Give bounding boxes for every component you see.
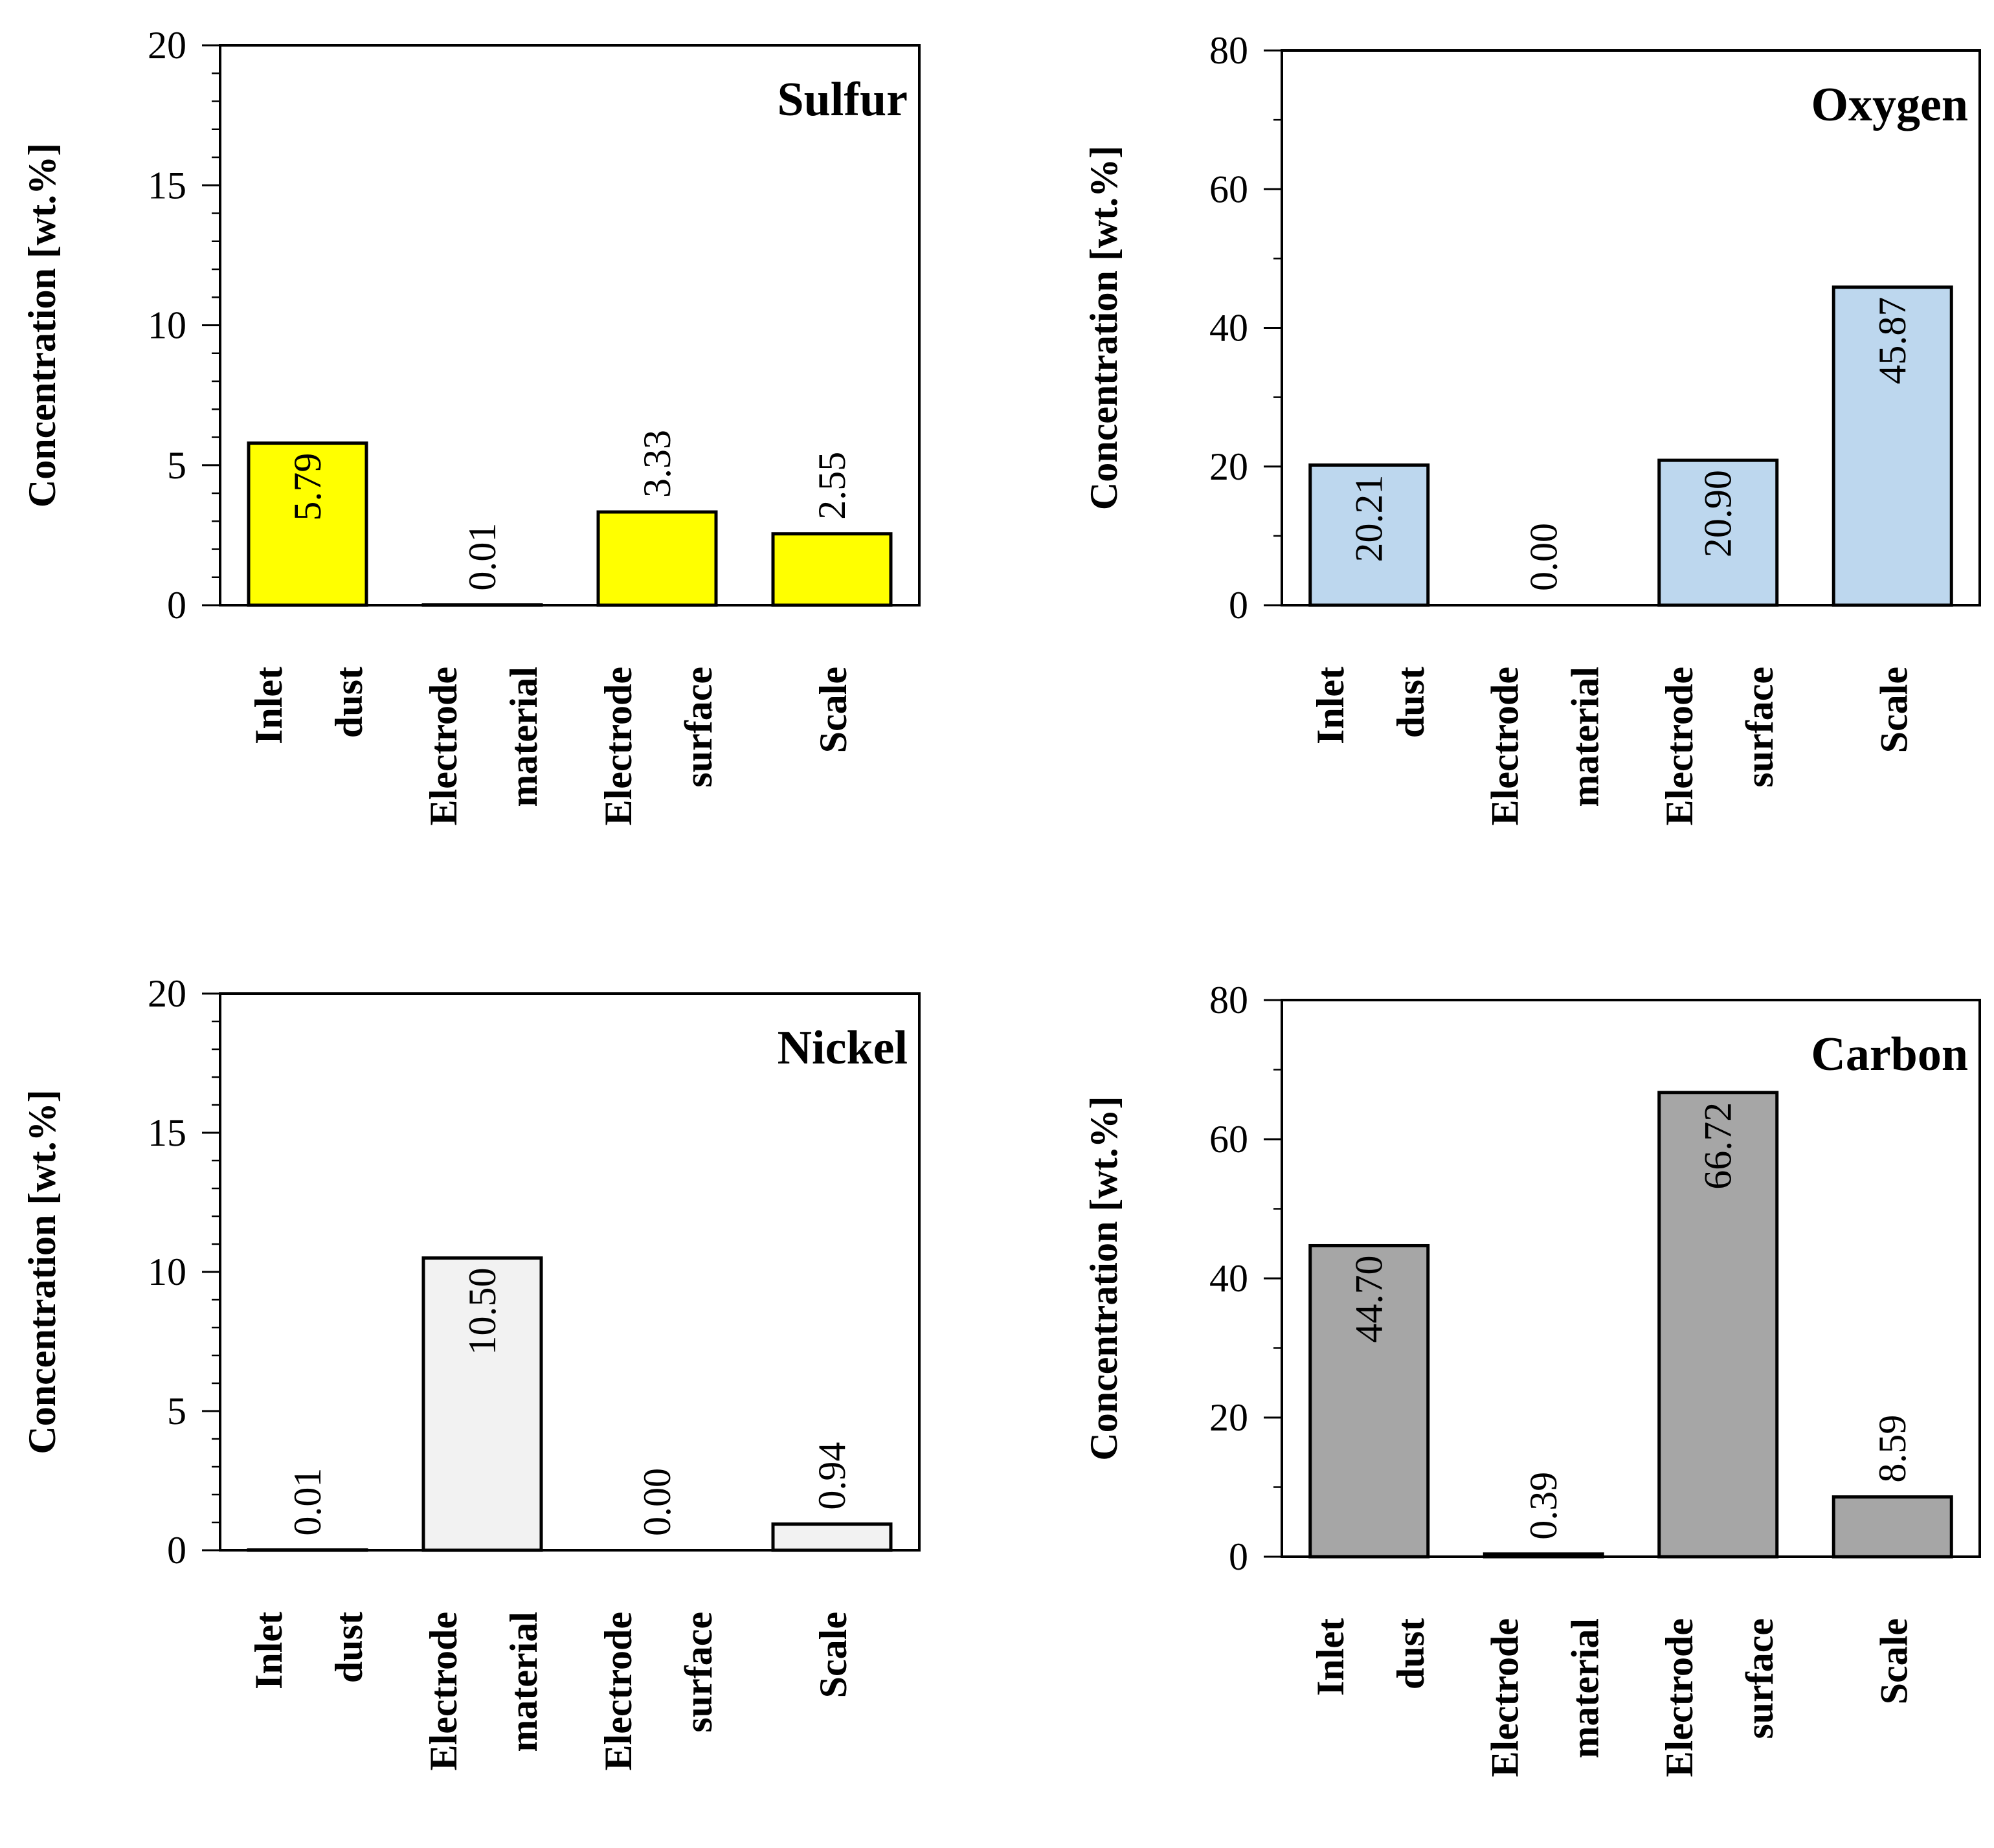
value-label: 3.33 bbox=[636, 430, 678, 498]
category-label: Electrode bbox=[1483, 1618, 1526, 1777]
category-label: surface bbox=[677, 667, 720, 788]
plot-frame bbox=[1281, 999, 1981, 1558]
category-label: Inlet bbox=[1309, 1618, 1352, 1696]
category-label: material bbox=[502, 667, 545, 807]
y-tick-label: 80 bbox=[1209, 29, 1248, 72]
category-label: Electrode bbox=[597, 667, 640, 825]
plot-frame bbox=[219, 992, 921, 1552]
plot-frame bbox=[219, 44, 921, 607]
category-label: surface bbox=[1738, 667, 1781, 788]
y-tick-label: 80 bbox=[1209, 979, 1248, 1021]
value-label: 66.72 bbox=[1697, 1102, 1740, 1190]
y-tick-label: 0 bbox=[167, 584, 186, 627]
value-label: 5.79 bbox=[286, 453, 329, 521]
category-label: Electrode bbox=[422, 667, 465, 825]
value-label: 10.50 bbox=[461, 1268, 504, 1355]
panel-carbon: 0 20 40 60 80 44.70 Inlet dust 0.39 Electrode mate… bbox=[1082, 979, 1981, 1777]
y-axis-title: Concentration [wt.%] bbox=[21, 143, 63, 507]
value-label: 20.90 bbox=[1697, 470, 1740, 557]
category-label: Inlet bbox=[247, 667, 290, 744]
value-label: 0.00 bbox=[636, 1468, 678, 1536]
category-label: material bbox=[1563, 667, 1606, 807]
category-label: material bbox=[1563, 1618, 1606, 1759]
y-tick-label: 0 bbox=[1229, 584, 1248, 627]
category-label: dust bbox=[328, 1612, 370, 1683]
value-label: 44.70 bbox=[1348, 1255, 1391, 1342]
bar-scale bbox=[771, 1522, 893, 1552]
bar-electrode-surface bbox=[1657, 458, 1779, 607]
category-label: Scale bbox=[1872, 667, 1915, 753]
panel-title: Sulfur bbox=[777, 73, 908, 126]
category-label: surface bbox=[1738, 1618, 1781, 1739]
value-label: 0.39 bbox=[1522, 1472, 1565, 1540]
value-label: 2.55 bbox=[811, 452, 853, 520]
y-tick-label: 10 bbox=[148, 1251, 186, 1293]
y-tick-label: 40 bbox=[1209, 1257, 1248, 1300]
bar-inlet-dust bbox=[1308, 1243, 1430, 1559]
category-label: Scale bbox=[812, 1612, 855, 1698]
value-label: 20.21 bbox=[1348, 475, 1391, 562]
panel-title: Oxygen bbox=[1811, 78, 1968, 131]
y-tick-label: 60 bbox=[1209, 168, 1248, 210]
category-label: Electrode bbox=[597, 1612, 640, 1770]
value-label: 0.01 bbox=[461, 523, 504, 591]
y-axis-title: Concentration [wt.%] bbox=[1082, 146, 1125, 510]
y-tick-label: 40 bbox=[1209, 307, 1248, 350]
category-label: Scale bbox=[812, 667, 855, 753]
y-tick-label: 15 bbox=[148, 164, 186, 206]
y-axis-title: Concentration [wt.%] bbox=[21, 1089, 63, 1454]
y-tick-label: 15 bbox=[148, 1111, 186, 1154]
category-label: Scale bbox=[1872, 1618, 1915, 1704]
panel-title: Carbon bbox=[1811, 1028, 1968, 1081]
panel-title: Nickel bbox=[778, 1021, 908, 1074]
y-axis-title: Concentration [wt.%] bbox=[1082, 1096, 1125, 1460]
y-tick-label: 20 bbox=[1209, 1396, 1248, 1439]
category-label: surface bbox=[677, 1612, 720, 1733]
y-tick-label: 5 bbox=[167, 444, 186, 487]
value-label: 0.01 bbox=[286, 1468, 329, 1536]
bar-scale bbox=[771, 532, 893, 607]
y-tick-label: 0 bbox=[1229, 1535, 1248, 1578]
panel-sulfur: 0 5 10 15 20 5.79 Inlet dust 0.01 Electrode materi… bbox=[21, 24, 921, 825]
y-tick-label: 20 bbox=[148, 24, 186, 67]
y-tick-label: 10 bbox=[148, 304, 186, 347]
y-tick-label: 5 bbox=[167, 1390, 186, 1432]
y-tick-label: 20 bbox=[1209, 445, 1248, 488]
value-label: 0.00 bbox=[1522, 523, 1565, 591]
category-label: Electrode bbox=[1483, 667, 1526, 825]
bar-inlet-dust bbox=[1308, 463, 1430, 607]
category-label: material bbox=[502, 1612, 545, 1752]
bar-scale bbox=[1832, 1495, 1953, 1559]
y-tick-label: 20 bbox=[148, 972, 186, 1015]
category-label: Inlet bbox=[247, 1612, 290, 1689]
category-label: Electrode bbox=[1658, 1618, 1701, 1777]
category-label: Inlet bbox=[1309, 667, 1352, 744]
panel-nickel: 0 5 10 15 20 0.01 Inlet dust 10.50 Electrode mater… bbox=[21, 972, 921, 1770]
value-label: 8.59 bbox=[1871, 1415, 1914, 1483]
y-tick-label: 60 bbox=[1209, 1118, 1248, 1161]
category-label: dust bbox=[1389, 667, 1432, 738]
category-label: dust bbox=[1389, 1618, 1432, 1689]
plot-frame bbox=[1281, 49, 1981, 607]
category-label: Electrode bbox=[1658, 667, 1701, 825]
value-label: 0.94 bbox=[811, 1442, 853, 1510]
bar-electrode-surface bbox=[596, 510, 718, 607]
category-label: dust bbox=[328, 667, 370, 738]
panel-oxygen: 0 20 40 60 80 20.21 Inlet dust 0.00 Electrode mate… bbox=[1082, 29, 1981, 825]
value-label: 45.87 bbox=[1871, 297, 1914, 384]
category-label: Electrode bbox=[422, 1612, 465, 1770]
y-tick-label: 0 bbox=[167, 1529, 186, 1572]
